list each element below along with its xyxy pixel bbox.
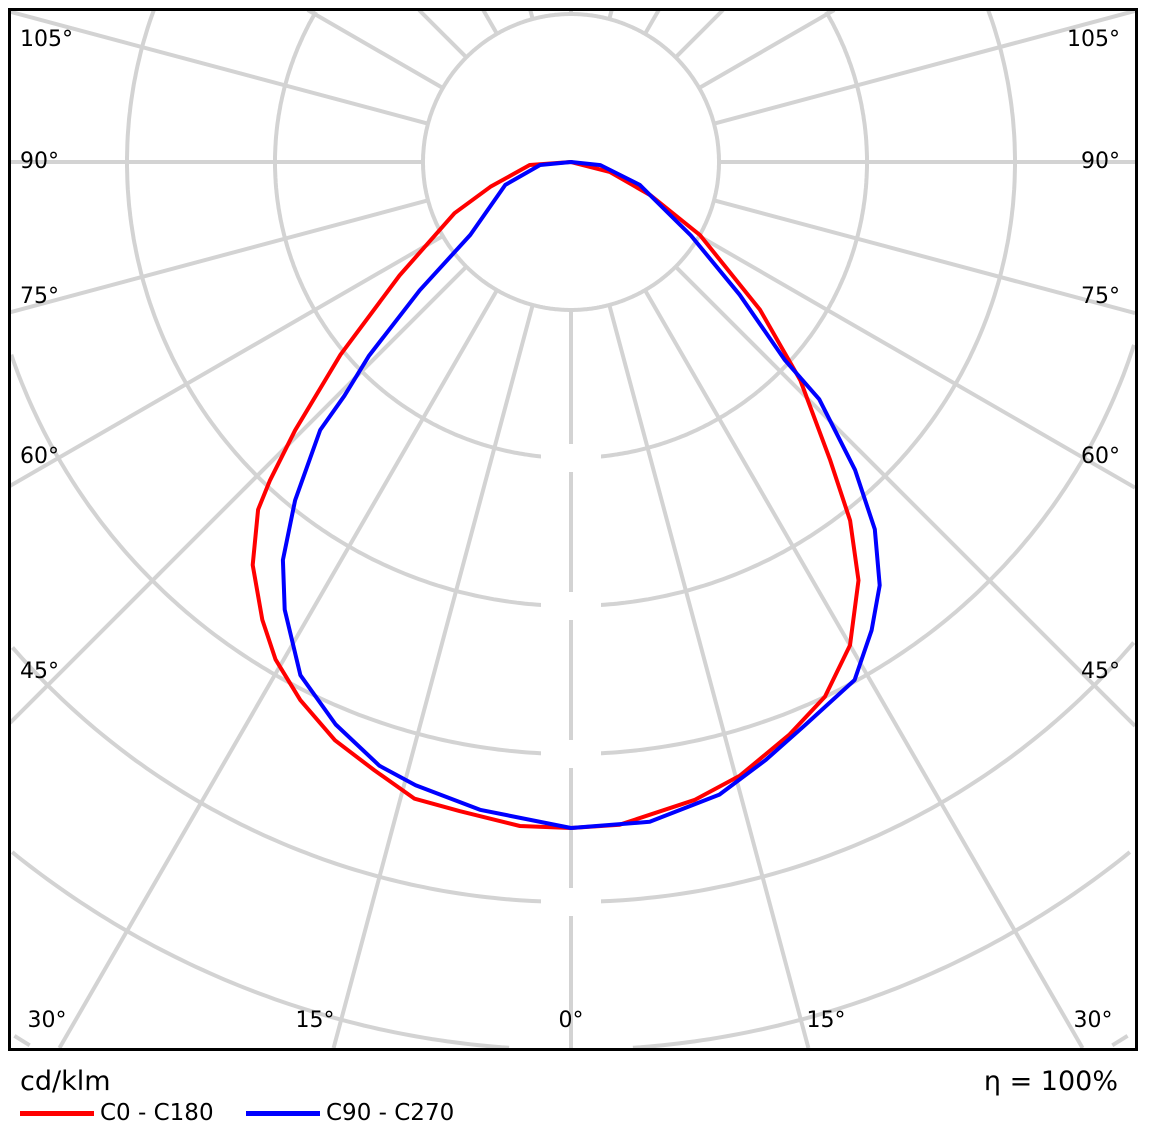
series-line-0 <box>250 160 861 830</box>
grid-ray <box>674 265 1135 728</box>
grid-ray <box>713 10 1135 126</box>
grid-ring <box>10 850 510 1048</box>
radial-label-box <box>541 740 601 768</box>
grid-ray <box>643 10 661 35</box>
grid-ray <box>57 289 499 1048</box>
angle-label-left: 60° <box>20 444 59 469</box>
grid-ring <box>571 641 1135 904</box>
legend-item-c0-c180: C0 - C180 <box>20 1100 214 1126</box>
angle-label-right: 105° <box>1067 27 1120 52</box>
legend-swatch-red <box>20 1110 94 1116</box>
angle-label-bottom: 30° <box>1074 1008 1113 1033</box>
grid-ray <box>306 10 444 90</box>
grid-ray <box>698 234 1135 490</box>
angle-label-bottom: 15° <box>807 1008 846 1033</box>
grid-ray <box>481 10 499 35</box>
grid-ray <box>643 289 1085 1048</box>
legend-item-c90-c270: C90 - C270 <box>246 1100 454 1126</box>
grid-ray <box>607 304 811 1048</box>
series-line-1 <box>280 160 882 830</box>
radial-label-box <box>541 444 601 472</box>
angle-label-left: 105° <box>20 27 73 52</box>
angle-label-right: 75° <box>1081 284 1120 309</box>
angle-label-left: 75° <box>20 284 59 309</box>
angle-label-right: 90° <box>1081 149 1120 174</box>
grid-ray <box>607 10 614 20</box>
grid-ray <box>10 234 444 488</box>
grid-ring <box>632 850 1132 1048</box>
angle-labels: 105° 90° 75° 60° 45° 105° 90° 75° 60° 45° 30° 15° 0°… <box>20 27 1120 1033</box>
grid-ray <box>713 198 1135 316</box>
grid-ray <box>674 10 725 59</box>
angle-label-bottom: 0° <box>559 1008 584 1033</box>
grid-ring <box>1111 1034 1129 1048</box>
grid-ring <box>11 646 571 904</box>
grid-ring <box>10 354 571 756</box>
angle-label-bottom: 30° <box>28 1008 67 1033</box>
grid-ray <box>10 10 429 126</box>
grid-ray <box>10 198 429 315</box>
polar-grid <box>10 10 1135 1048</box>
legend-swatch-blue <box>246 1110 320 1116</box>
grid-ring <box>125 10 571 608</box>
angle-label-right: 60° <box>1081 444 1120 469</box>
radial-label-box <box>541 592 601 620</box>
grid-ring <box>13 1034 31 1048</box>
angle-label-left: 45° <box>20 659 59 684</box>
grid-ray <box>417 10 468 59</box>
legend-label: C90 - C270 <box>326 1100 455 1126</box>
angle-label-left: 90° <box>20 149 59 174</box>
angle-label-bottom: 15° <box>296 1008 335 1033</box>
efficiency-label: η = 100% <box>983 1066 1118 1097</box>
legend-label: C0 - C180 <box>100 1100 214 1126</box>
grid-ray <box>698 10 836 90</box>
unit-label: cd/klm <box>20 1066 111 1097</box>
radial-label-box <box>541 888 601 916</box>
grid-ray <box>10 265 468 725</box>
grid-ray <box>331 304 535 1048</box>
plot-frame <box>8 8 1138 1051</box>
grid-ray <box>528 10 535 20</box>
angle-label-right: 45° <box>1081 659 1120 684</box>
curves <box>250 160 882 830</box>
grid-ring <box>571 10 1017 608</box>
